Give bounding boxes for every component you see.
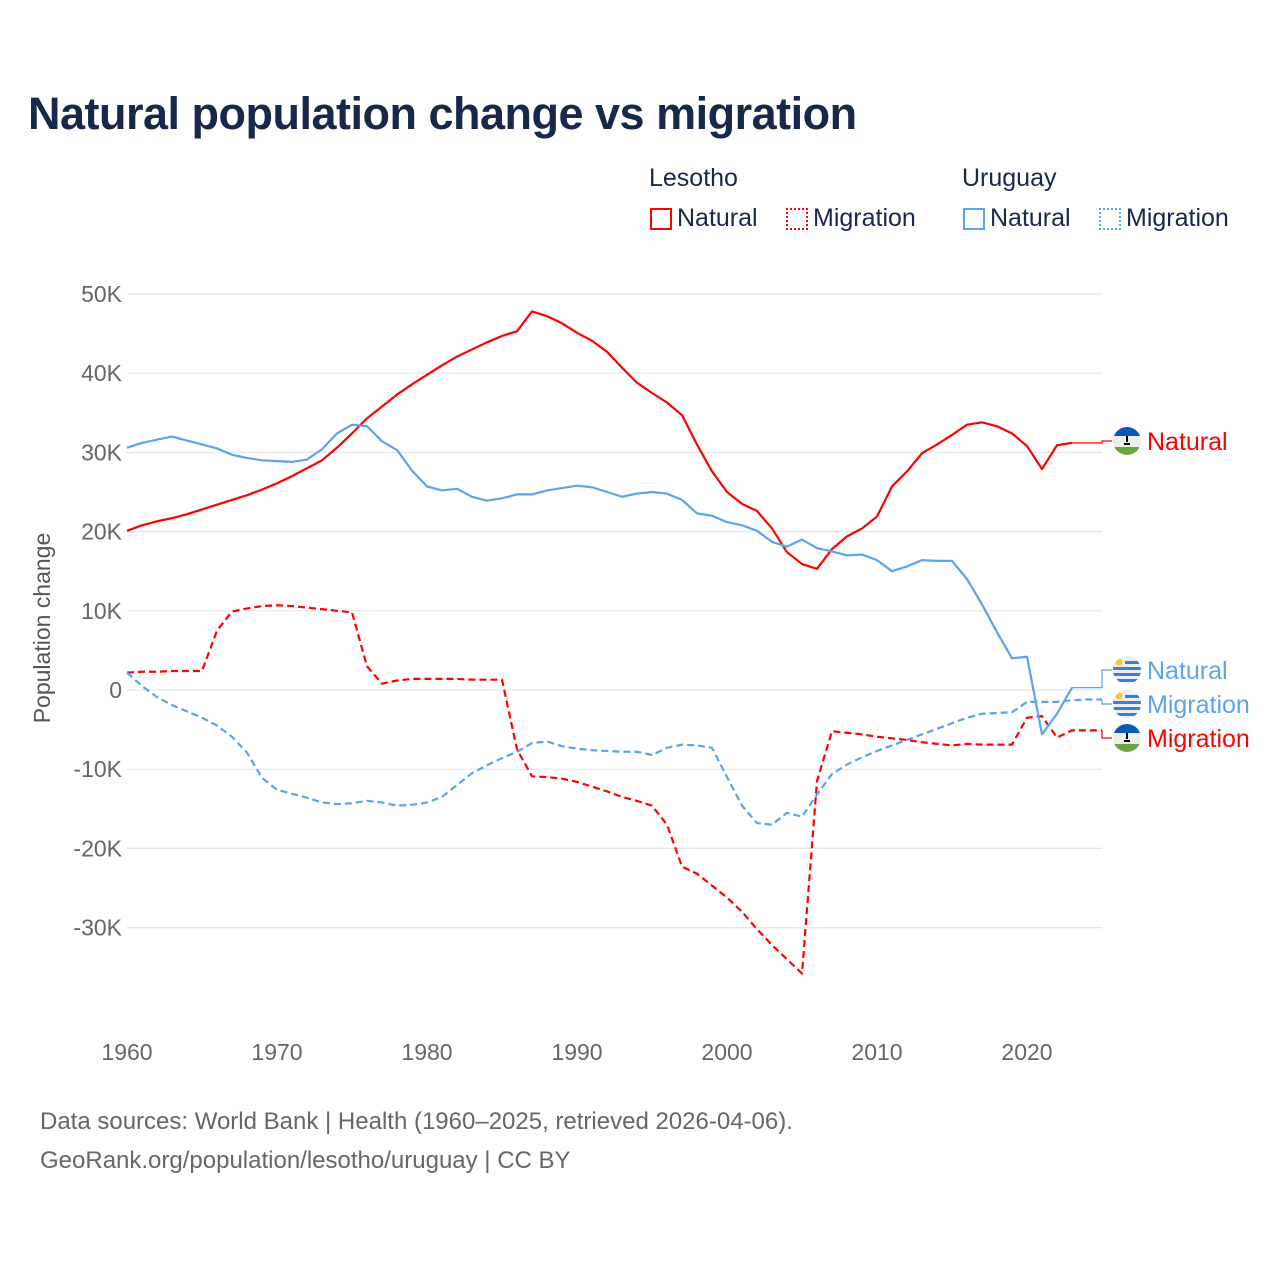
legend-uruguay-migration[interactable]: Migration (1099, 204, 1229, 233)
flag-stripe (1113, 661, 1141, 664)
solid-swatch-icon (963, 207, 985, 230)
y-tick-label: 50K (81, 281, 123, 307)
label-connector (1072, 440, 1112, 444)
flag-stripe (1113, 724, 1141, 733)
flag-stripe (1113, 744, 1141, 752)
source-line: Data sources: World Bank | Health (1960–… (40, 1108, 793, 1135)
y-tick-label: 40K (81, 360, 123, 386)
series-end-label: Migration (1147, 725, 1250, 753)
legend-label: Natural (990, 204, 1071, 232)
legend-label: Natural (677, 204, 758, 232)
series-line-lesotho-natural (126, 310, 1073, 570)
x-tick-label: 1970 (251, 1039, 302, 1065)
series-end-label: Natural (1147, 428, 1228, 456)
sun-emblem (1115, 692, 1123, 700)
solid-swatch-icon (650, 207, 672, 230)
flag-stripe (1113, 667, 1141, 670)
source-link[interactable]: GeoRank.org/population/lesotho/uruguay |… (40, 1147, 571, 1174)
series-line-lesotho-migration (126, 604, 1102, 975)
hat-emblem (1124, 733, 1130, 742)
flag-body (1113, 724, 1141, 752)
legend-label: Migration (813, 204, 916, 232)
y-tick-label: 30K (81, 439, 123, 465)
flag-body (1113, 656, 1141, 684)
label-connector (1101, 730, 1112, 739)
series-line-uruguay-natural (126, 423, 1073, 736)
lesotho-flag-icon (1113, 724, 1141, 752)
flag-stripe (1113, 427, 1141, 436)
dotted-swatch-icon (786, 207, 808, 230)
legend-label: Migration (1126, 204, 1229, 232)
flag-stripe (1113, 673, 1141, 676)
x-tick-label: 2010 (851, 1039, 902, 1065)
label-connector (1101, 699, 1112, 705)
flag-stripe (1113, 447, 1141, 455)
series-end-label: Migration (1147, 691, 1250, 719)
y-tick-label: -20K (73, 835, 122, 861)
legend-uruguay-natural[interactable]: Natural (963, 204, 1071, 233)
chart-title: Natural population change vs migration (28, 88, 857, 139)
y-tick-label: -30K (73, 915, 122, 941)
hat-emblem (1124, 436, 1130, 445)
legend-group-uruguay: Uruguay (962, 164, 1057, 192)
series-end-label: Natural (1147, 657, 1228, 685)
flag-body (1113, 690, 1141, 718)
lesotho-flag-icon (1113, 427, 1141, 455)
x-tick-label: 2000 (701, 1039, 752, 1065)
y-axis-label: Population change (29, 533, 55, 724)
flag-stripe (1113, 713, 1141, 716)
flag-stripe (1113, 707, 1141, 710)
flag-body (1113, 427, 1141, 455)
y-tick-label: -10K (73, 756, 122, 782)
legend-lesotho-migration[interactable]: Migration (786, 204, 916, 233)
uruguay-flag-icon (1113, 656, 1141, 684)
x-tick-label: 1960 (101, 1039, 152, 1065)
uruguay-flag-icon (1113, 690, 1141, 718)
y-tick-label: 10K (81, 598, 123, 624)
y-tick-label: 20K (81, 519, 123, 545)
dotted-swatch-icon (1099, 207, 1121, 230)
flag-stripe (1113, 695, 1141, 698)
legend-group-lesotho: Lesotho (649, 164, 738, 192)
series-line-uruguay-migration (126, 671, 1102, 826)
flag-stripe (1113, 679, 1141, 682)
x-tick-label: 2020 (1001, 1039, 1052, 1065)
y-tick-label: 0 (109, 677, 122, 703)
sun-emblem (1115, 658, 1123, 666)
legend-lesotho-natural[interactable]: Natural (650, 204, 758, 233)
flag-stripe (1113, 701, 1141, 704)
x-tick-label: 1980 (401, 1039, 452, 1065)
label-connector (1072, 669, 1112, 689)
x-tick-label: 1990 (551, 1039, 602, 1065)
